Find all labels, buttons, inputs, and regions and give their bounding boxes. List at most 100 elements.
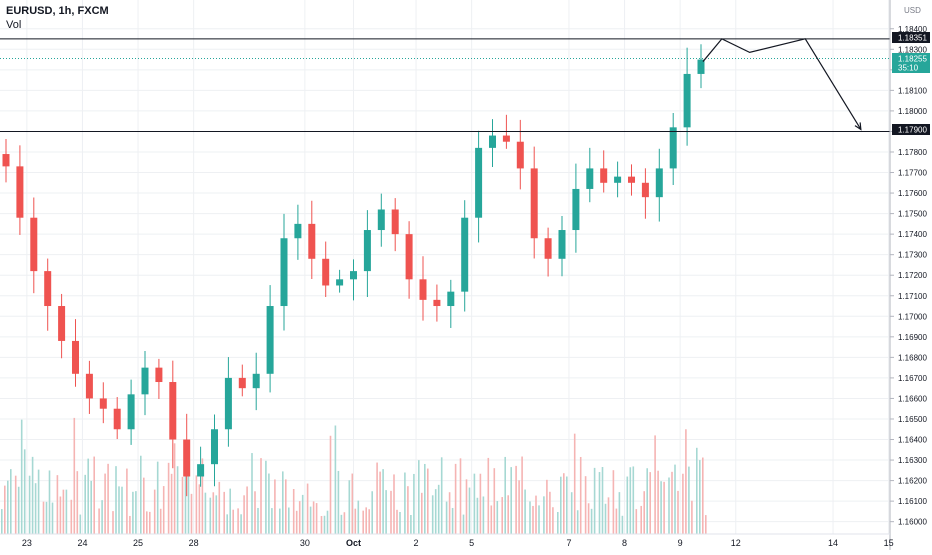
volume-bar xyxy=(654,435,656,534)
candle-body[interactable] xyxy=(419,279,427,300)
candle-body[interactable] xyxy=(655,168,663,198)
candle-body[interactable] xyxy=(516,141,524,169)
volume-bar xyxy=(343,512,346,534)
candle-body[interactable] xyxy=(433,299,441,307)
horizontal-levels[interactable] xyxy=(0,38,890,132)
candle-body[interactable] xyxy=(572,188,580,231)
volume-bar xyxy=(702,457,704,534)
candle-body[interactable] xyxy=(628,176,635,183)
volume-bar xyxy=(399,511,401,534)
candle-body[interactable] xyxy=(530,168,538,239)
candle-body[interactable] xyxy=(447,291,455,307)
volume-bar xyxy=(510,467,512,534)
candle-body[interactable] xyxy=(99,398,107,409)
volume-bar xyxy=(320,515,323,534)
volume-bar xyxy=(246,486,248,534)
candle-body[interactable] xyxy=(238,377,246,389)
volume-bar xyxy=(337,470,340,534)
x-tick-label: 8 xyxy=(622,538,627,548)
candle-body[interactable] xyxy=(391,209,399,235)
volume-bar xyxy=(79,514,82,534)
volume-bar xyxy=(479,473,482,534)
candle-body[interactable] xyxy=(600,168,608,183)
candle-body[interactable] xyxy=(322,258,330,286)
candle-body[interactable] xyxy=(669,127,677,169)
candle-body[interactable] xyxy=(377,209,385,231)
projection-arrowhead xyxy=(854,122,862,131)
volume-bar xyxy=(593,467,596,534)
volume-bar xyxy=(576,510,579,534)
candle-body[interactable] xyxy=(461,217,469,292)
volume-bar xyxy=(538,505,540,534)
volume-bar xyxy=(421,492,423,534)
candle-body[interactable] xyxy=(155,367,163,383)
candle-body[interactable] xyxy=(224,377,232,430)
candle-body[interactable] xyxy=(211,429,218,465)
volume-bar xyxy=(42,501,45,534)
candle-body[interactable] xyxy=(85,373,93,399)
projection-path[interactable] xyxy=(702,38,862,131)
candle-body[interactable] xyxy=(113,408,121,430)
candle-body[interactable] xyxy=(280,238,288,307)
candle-body[interactable] xyxy=(141,367,149,395)
candle-body[interactable] xyxy=(405,234,413,280)
candle-body[interactable] xyxy=(336,279,344,286)
volume-bar xyxy=(696,447,698,534)
volume-label: Vol xyxy=(6,19,22,31)
volume-bar xyxy=(195,475,198,534)
candle-body[interactable] xyxy=(169,382,177,440)
candle-body[interactable] xyxy=(58,306,66,341)
candle-body[interactable] xyxy=(683,73,691,128)
candle-body[interactable] xyxy=(350,271,357,280)
volume-bar xyxy=(557,512,559,534)
volume-bar xyxy=(62,489,65,534)
volume-bar xyxy=(671,471,673,534)
candle-body[interactable] xyxy=(16,166,24,218)
y-tick-label: 1.18400 xyxy=(898,25,927,34)
volume-bar xyxy=(543,496,545,534)
candle-body[interactable] xyxy=(641,182,649,198)
volume-bar xyxy=(410,514,412,534)
volume-bar xyxy=(607,497,610,534)
candle-body[interactable] xyxy=(44,271,52,307)
volume-bar xyxy=(268,473,270,534)
candle-body[interactable] xyxy=(586,168,594,189)
volume-bar xyxy=(563,473,565,534)
volume-bar xyxy=(126,468,128,534)
volume-bar xyxy=(87,458,89,534)
volume-bar xyxy=(288,507,290,534)
projection-polyline[interactable] xyxy=(702,38,862,130)
volume-bar xyxy=(70,499,73,534)
candle-body[interactable] xyxy=(266,306,274,374)
x-tick-label: 30 xyxy=(300,538,310,548)
candle-body[interactable] xyxy=(2,154,10,167)
candle-body[interactable] xyxy=(252,373,260,389)
y-tick-label: 1.16800 xyxy=(898,353,927,362)
candle-body[interactable] xyxy=(502,135,510,142)
candle-body[interactable] xyxy=(544,238,552,259)
candle-body[interactable] xyxy=(72,340,79,374)
volume-bar xyxy=(504,456,506,534)
candle-body[interactable] xyxy=(308,223,316,259)
volume-bar xyxy=(434,489,437,534)
candle-body[interactable] xyxy=(614,176,622,183)
volume-bar xyxy=(496,501,499,534)
candle-body[interactable] xyxy=(363,230,371,272)
candlestick-series[interactable] xyxy=(2,44,705,497)
candle-body[interactable] xyxy=(475,147,483,218)
candle-body[interactable] xyxy=(558,230,566,259)
candle-body[interactable] xyxy=(30,217,38,272)
volume-bar xyxy=(357,500,360,534)
candle-body[interactable] xyxy=(489,135,496,148)
candle-body[interactable] xyxy=(127,394,135,430)
x-tick-label: 2 xyxy=(414,538,419,548)
candle-body[interactable] xyxy=(697,59,705,74)
symbol-title: EURUSD, 1h, FXCM xyxy=(6,5,109,17)
volume-bar xyxy=(143,477,145,534)
candle-body[interactable] xyxy=(294,223,302,239)
candle-body[interactable] xyxy=(197,464,205,477)
volume-bar xyxy=(404,472,406,534)
candle-body[interactable] xyxy=(183,439,191,477)
